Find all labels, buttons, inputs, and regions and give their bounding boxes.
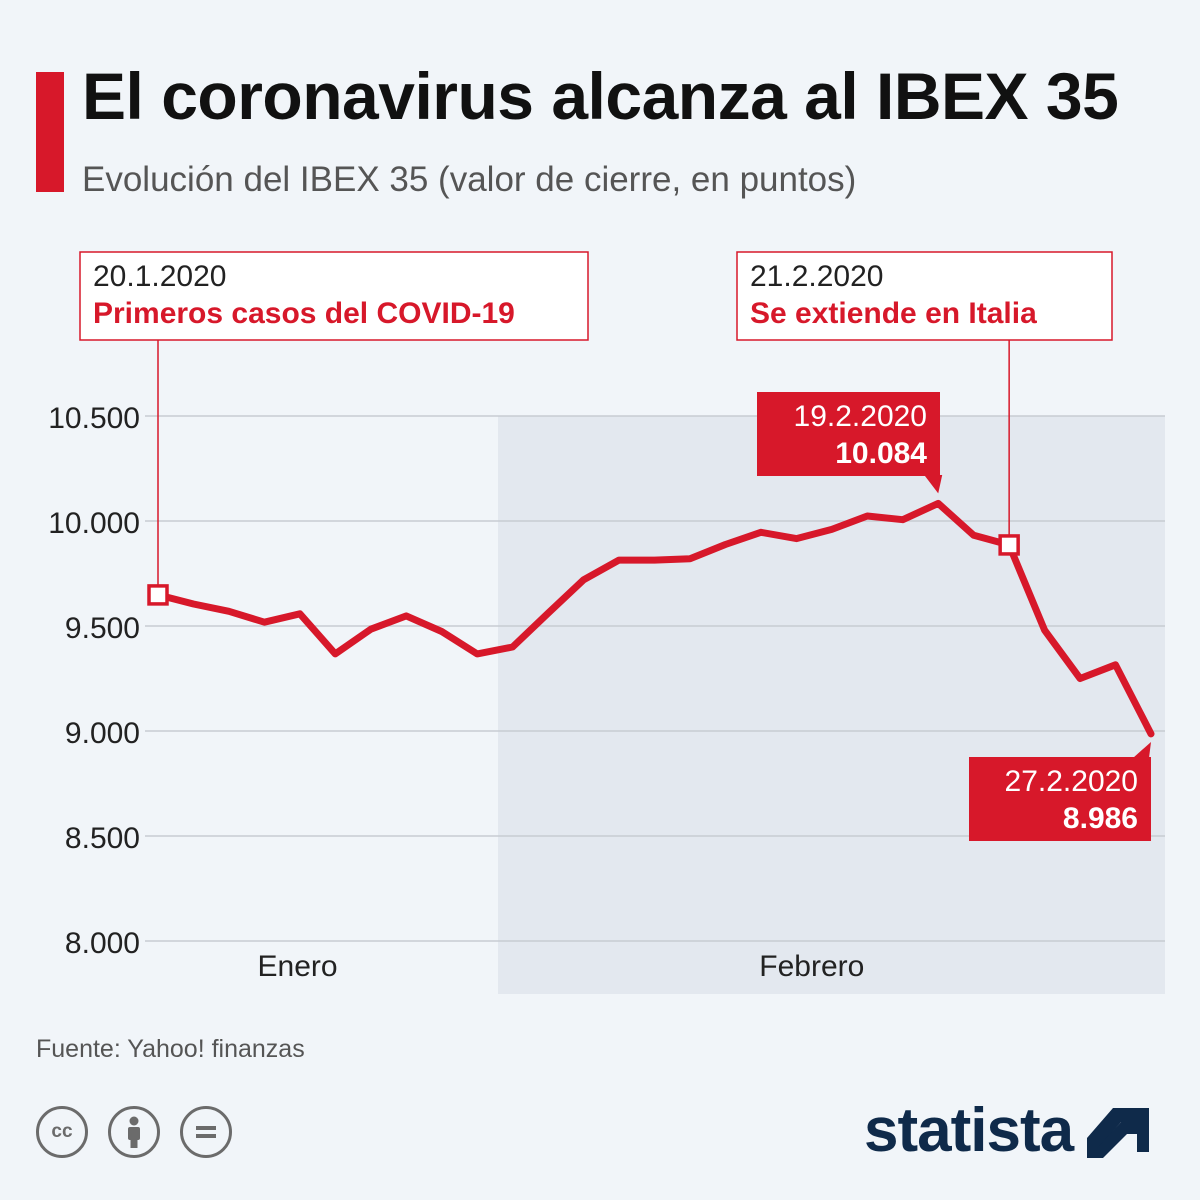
peak-callout-pointer xyxy=(924,475,943,494)
ibex35-series-line xyxy=(154,499,1155,738)
title-accent-bar xyxy=(36,72,64,192)
y-tick-label: 8.000 xyxy=(65,927,140,960)
page-title: El coronavirus alcanza al IBEX 35 xyxy=(82,59,1119,133)
annotation-marker xyxy=(147,584,169,606)
y-tick-label: 10.500 xyxy=(48,402,140,435)
y-tick-label: 9.000 xyxy=(65,717,140,750)
page-subtitle: Evolución del IBEX 35 (valor de cierre, … xyxy=(82,160,857,199)
y-tick-label: 10.000 xyxy=(48,507,140,540)
february-shade xyxy=(498,416,1165,994)
cc-icon[interactable]: cc xyxy=(36,1106,88,1158)
last-callout-date: 27.2.2020 xyxy=(1005,765,1138,798)
x-month-label-enero: Enero xyxy=(258,950,338,983)
source-note: Fuente: Yahoo! finanzas xyxy=(36,1035,305,1063)
annotation-date: 20.1.2020 xyxy=(93,260,226,293)
x-month-label-febrero: Febrero xyxy=(759,950,864,983)
annotation-box xyxy=(79,251,589,341)
y-tick-label: 9.500 xyxy=(65,612,140,645)
last-callout-box xyxy=(969,757,1151,841)
statista-logo-icon xyxy=(1087,1108,1150,1158)
nd-icon[interactable] xyxy=(180,1106,232,1158)
annotation-date: 21.2.2020 xyxy=(750,260,883,293)
peak-callout-value: 10.084 xyxy=(835,437,927,470)
peak-callout-date: 19.2.2020 xyxy=(794,400,927,433)
peak-callout-box xyxy=(757,392,940,476)
last-callout-value: 8.986 xyxy=(1063,802,1138,835)
annotation-box xyxy=(736,251,1113,341)
y-tick-label: 8.500 xyxy=(65,822,140,855)
annotation-text: Se extiende en Italia xyxy=(750,297,1037,330)
annotation-marker xyxy=(998,534,1020,556)
logo-text: statista xyxy=(864,1095,1074,1165)
annotation-text: Primeros casos del COVID-19 xyxy=(93,297,515,330)
by-icon[interactable] xyxy=(108,1106,160,1158)
statista-logo[interactable]: statista xyxy=(864,1090,1150,1170)
last-callout-pointer xyxy=(1133,741,1151,758)
